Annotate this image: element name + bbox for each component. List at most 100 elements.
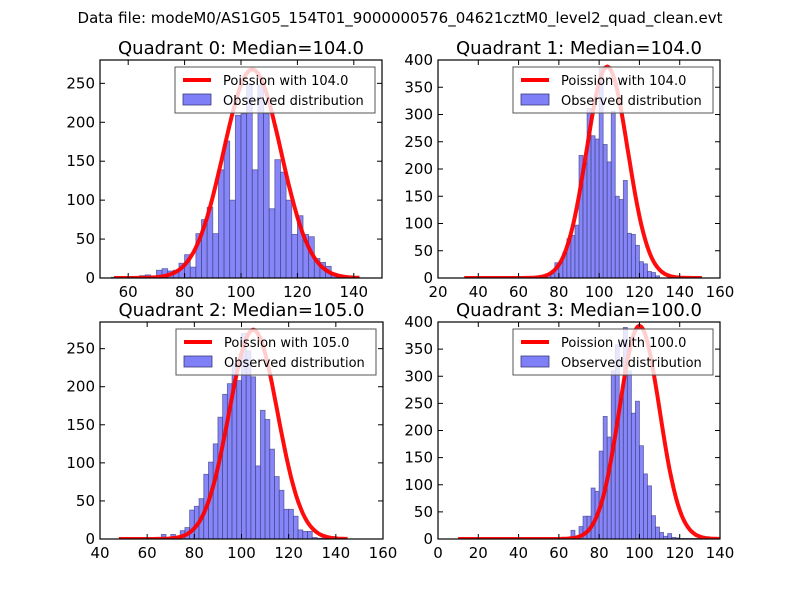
histogram-bar bbox=[257, 84, 264, 278]
histogram-bar bbox=[278, 489, 285, 539]
y-tick-label: 250 bbox=[66, 340, 95, 358]
y-tick-label: 300 bbox=[404, 106, 433, 124]
legend-label-observed: Observed distribution bbox=[223, 94, 364, 109]
histogram-bar bbox=[630, 412, 636, 539]
y-tick-label: 150 bbox=[404, 449, 433, 467]
histogram-bar bbox=[307, 530, 313, 539]
x-tick-label: 100 bbox=[227, 544, 256, 562]
histogram-bar bbox=[259, 409, 266, 539]
x-tick-label: 160 bbox=[706, 283, 735, 301]
histogram-bar bbox=[263, 113, 270, 278]
x-tick-label: 0 bbox=[433, 544, 443, 562]
y-tick-label: 50 bbox=[414, 503, 433, 521]
y-tick-label: 0 bbox=[85, 530, 95, 548]
legend-label-observed: Observed distribution bbox=[561, 94, 702, 109]
legend-label-observed: Observed distribution bbox=[224, 356, 365, 371]
x-tick-label: 20 bbox=[469, 544, 488, 562]
histogram-bar bbox=[590, 135, 596, 278]
histogram-bar bbox=[240, 113, 248, 278]
y-tick-label: 100 bbox=[66, 191, 95, 209]
subplot-quadrant-1: 20 40 60 80 100 120 140 160 0 50 100 150 200 250 300 35… bbox=[404, 38, 734, 301]
subplot-title: Quadrant 0: Median=104.0 bbox=[118, 38, 364, 59]
legend-label-poisson: Poission with 104.0 bbox=[223, 74, 348, 89]
x-tick-label: 120 bbox=[665, 544, 694, 562]
histogram-bar bbox=[285, 199, 293, 278]
legend-label-poisson: Poission with 105.0 bbox=[224, 336, 349, 351]
x-tick-label: 20 bbox=[428, 283, 447, 301]
x-tick-label: 40 bbox=[469, 283, 488, 301]
x-tick-label: 80 bbox=[549, 283, 568, 301]
histogram-bar bbox=[635, 244, 640, 278]
histogram-bar bbox=[288, 508, 294, 539]
x-tick-label: 60 bbox=[138, 544, 157, 562]
histogram-bar bbox=[626, 232, 632, 278]
x-tick-label: 120 bbox=[274, 544, 303, 562]
histogram-bar bbox=[614, 195, 620, 278]
histogram-bar bbox=[570, 529, 576, 539]
histogram-bar bbox=[622, 180, 628, 278]
legend: Poission with 104.0 Observed distribution bbox=[174, 66, 376, 114]
y-tick-label: 0 bbox=[423, 530, 433, 548]
x-tick-label: 60 bbox=[119, 283, 138, 301]
legend: Poission with 104.0 Observed distribution bbox=[512, 66, 714, 114]
histogram-bar bbox=[245, 350, 252, 539]
y-tick-label: 50 bbox=[76, 230, 95, 248]
histogram-bar bbox=[212, 443, 219, 539]
y-tick-label: 100 bbox=[404, 476, 433, 494]
y-tick-label: 200 bbox=[66, 378, 95, 396]
y-tick-label: 150 bbox=[404, 187, 433, 205]
histogram-bar bbox=[274, 476, 280, 539]
subplot-title: Quadrant 1: Median=104.0 bbox=[456, 38, 702, 59]
histogram-bar bbox=[630, 233, 636, 278]
x-tick-label: 40 bbox=[90, 544, 109, 562]
x-tick-label: 40 bbox=[509, 544, 528, 562]
histogram-bar bbox=[643, 473, 648, 539]
histogram-bar bbox=[655, 275, 660, 278]
x-tick-label: 60 bbox=[549, 544, 568, 562]
histogram-bar bbox=[274, 159, 281, 278]
x-tick-label: 140 bbox=[706, 544, 735, 562]
y-tick-label: 300 bbox=[404, 367, 433, 385]
y-tick-label: 200 bbox=[404, 422, 433, 440]
x-tick-label: 140 bbox=[665, 283, 694, 301]
legend-bar-swatch bbox=[520, 355, 550, 368]
histogram-bar bbox=[234, 114, 242, 278]
histogram-bar bbox=[590, 487, 596, 539]
histogram-bar bbox=[236, 380, 242, 539]
legend-bar-swatch bbox=[520, 93, 550, 106]
legend-bar-swatch bbox=[182, 93, 212, 106]
x-tick-label: 100 bbox=[625, 544, 654, 562]
y-tick-label: 250 bbox=[66, 74, 95, 92]
histogram-bar bbox=[292, 515, 299, 539]
y-tick-label: 0 bbox=[423, 269, 433, 287]
histogram-bar bbox=[570, 235, 576, 278]
figure-suptitle: Data file: modeM0/AS1G05_154T01_90000005… bbox=[77, 9, 723, 27]
histogram-bar bbox=[647, 271, 652, 278]
y-tick-label: 350 bbox=[404, 340, 433, 358]
histogram-bar bbox=[667, 533, 673, 539]
poisson-curve bbox=[458, 323, 720, 539]
histogram-bar bbox=[302, 530, 308, 539]
plot-area bbox=[458, 323, 720, 539]
y-tick-label: 0 bbox=[85, 269, 95, 287]
x-tick-label: 160 bbox=[369, 544, 398, 562]
histogram-bar bbox=[223, 140, 231, 278]
y-tick-label: 100 bbox=[404, 215, 433, 233]
legend: Poission with 105.0 Observed distribution bbox=[175, 328, 377, 376]
subplot-quadrant-2: 40 60 80 100 120 140 160 0 50 100 150 200 250 Quadran… bbox=[66, 300, 397, 562]
x-tick-label: 80 bbox=[590, 544, 609, 562]
x-tick-label: 140 bbox=[339, 283, 368, 301]
poisson-curve bbox=[464, 64, 702, 278]
histogram-bar bbox=[251, 169, 259, 278]
x-tick-label: 140 bbox=[322, 544, 351, 562]
histogram-bar bbox=[594, 138, 600, 278]
legend: Poission with 100.0 Observed distribution bbox=[512, 328, 714, 376]
subplot-quadrant-0: 60 80 100 120 140 0 50 100 150 200 250 Quadrant 0: … bbox=[66, 38, 383, 301]
histogram-bar bbox=[217, 416, 224, 539]
histogram-bar bbox=[283, 508, 290, 539]
x-tick-label: 120 bbox=[283, 283, 312, 301]
legend-label-poisson: Poission with 100.0 bbox=[561, 336, 686, 351]
histogram-bar bbox=[189, 266, 197, 278]
histogram-bar bbox=[618, 397, 624, 539]
subplot-quadrant-3: 0 20 40 60 80 100 120 140 0 50 100 150 200 250 300 350 4… bbox=[404, 300, 734, 562]
